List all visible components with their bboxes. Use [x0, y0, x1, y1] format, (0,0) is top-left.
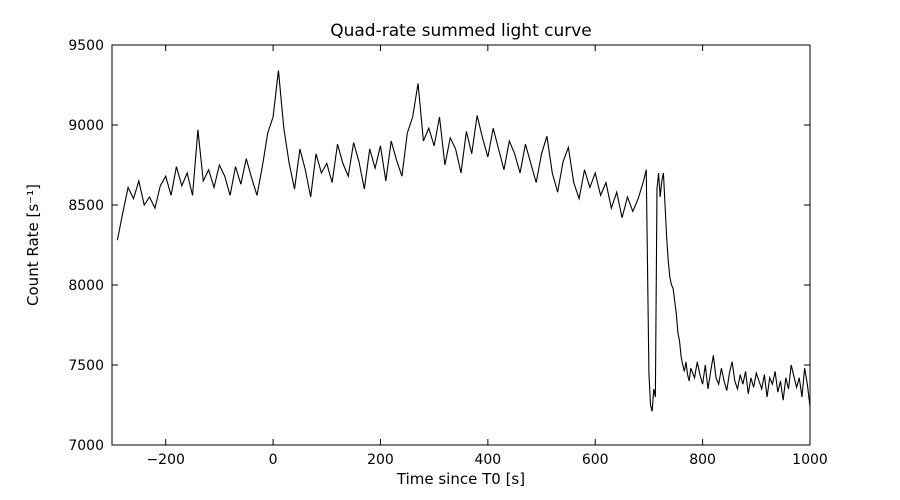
y-tick-label: 8000 [68, 278, 104, 294]
y-tick-label: 7500 [68, 358, 104, 374]
y-tick-label: 9000 [68, 118, 104, 134]
chart-title: Quad-rate summed light curve [330, 21, 592, 41]
x-tick-label: 200 [367, 452, 394, 468]
x-tick-label: 600 [582, 452, 609, 468]
x-tick-label: 400 [474, 452, 501, 468]
x-tick-label: 1000 [792, 452, 828, 468]
x-tick-label: −200 [146, 452, 184, 468]
x-tick-label: 800 [689, 452, 716, 468]
x-tick-label: 0 [269, 452, 278, 468]
axes-group: −200 0 200 400 600 800 1000 7000 7500 8000 8500 900… [68, 38, 827, 468]
axes-frame [111, 44, 811, 446]
y-tick-label: 8500 [68, 198, 104, 214]
y-axis-label: Count Rate [s⁻¹] [24, 184, 42, 306]
x-axis-label: Time since T0 [s] [396, 470, 525, 488]
y-tick-label: 9500 [68, 38, 104, 54]
y-tick-label: 7000 [68, 438, 104, 454]
light-curve-line [116, 70, 811, 412]
